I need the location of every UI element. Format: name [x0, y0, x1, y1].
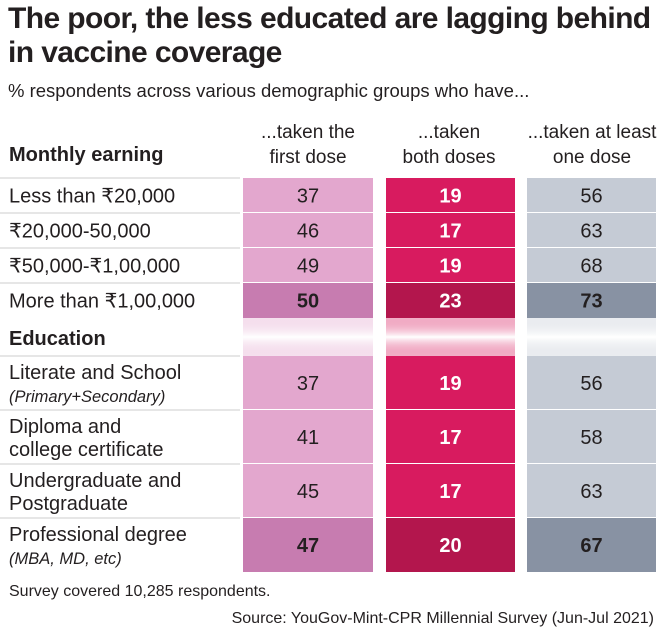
- row-label: Undergraduate and: [9, 470, 181, 492]
- cell-at-least-one-dose: [527, 410, 656, 464]
- data-label-first-dose: 41: [297, 427, 319, 449]
- row-label: ₹50,000-₹1,00,000: [9, 256, 180, 278]
- cell-at-least-one-dose: [527, 178, 656, 213]
- cell-at-least-one-dose: [527, 518, 656, 572]
- row-sublabel: (Primary+Secondary): [9, 388, 165, 406]
- section-spacer-both-doses: [386, 318, 515, 356]
- section-heading-monthly-earning: Monthly earning: [9, 144, 164, 166]
- data-label-first-dose: 49: [297, 256, 319, 278]
- cell-at-least-one-dose: [527, 248, 656, 283]
- column-header-at-least-one-dose-line2: one dose: [552, 147, 632, 168]
- data-label-first-dose: 37: [297, 373, 319, 395]
- row-sublabel: Postgraduate: [9, 493, 128, 515]
- cell-at-least-one-dose: [527, 464, 656, 518]
- cell-first-dose: [243, 283, 373, 318]
- data-label-both-doses: 17: [439, 221, 461, 243]
- data-label-both-doses: 17: [439, 481, 461, 503]
- cell-both-doses: [386, 464, 515, 518]
- chart-subtitle: % respondents across various demographic…: [8, 80, 530, 101]
- cell-both-doses: [386, 356, 515, 410]
- column-header-at-least-one-dose-line1: ...taken at least: [527, 122, 657, 143]
- data-label-both-doses: 19: [439, 256, 461, 278]
- cell-at-least-one-dose: [527, 283, 656, 318]
- cell-both-doses: [386, 410, 515, 464]
- data-label-first-dose: 50: [297, 291, 319, 313]
- cell-first-dose: [243, 464, 373, 518]
- data-label-at-least-one-dose: 73: [580, 291, 602, 313]
- cell-both-doses: [386, 178, 515, 213]
- data-label-both-doses: 23: [439, 291, 461, 313]
- data-label-both-doses: 20: [439, 535, 461, 557]
- column-header-first-dose-line2: first dose: [269, 147, 347, 168]
- row-label: Literate and School: [9, 362, 181, 384]
- data-label-at-least-one-dose: 58: [580, 427, 602, 449]
- chart-title: The poor, the less educated are lagging …: [8, 2, 651, 69]
- data-label-at-least-one-dose: 67: [580, 535, 602, 557]
- column-header-first-dose: ...taken the first dose: [243, 120, 373, 174]
- row-label: More than ₹1,00,000: [9, 291, 195, 313]
- cell-first-dose: [243, 213, 373, 248]
- cell-both-doses: [386, 518, 515, 572]
- data-label-both-doses: 19: [439, 373, 461, 395]
- section-heading-education: Education: [9, 328, 106, 350]
- data-label-at-least-one-dose: 56: [580, 186, 602, 208]
- data-label-at-least-one-dose: 56: [580, 373, 602, 395]
- data-label-first-dose: 37: [297, 186, 319, 208]
- row-label: ₹20,000-50,000: [9, 221, 151, 243]
- column-header-both-doses-line2: both doses: [402, 147, 496, 168]
- data-label-first-dose: 45: [297, 481, 319, 503]
- cell-at-least-one-dose: [527, 356, 656, 410]
- cell-both-doses: [386, 248, 515, 283]
- cell-at-least-one-dose: [527, 213, 656, 248]
- source-credit: Source: YouGov-Mint-CPR Millennial Surve…: [231, 610, 654, 627]
- row-label: Professional degree: [9, 524, 187, 546]
- data-label-at-least-one-dose: 63: [580, 481, 602, 503]
- vaccine-coverage-table: Less than ₹20,000 37 19 56 ₹20,000-50,000 46 1…: [0, 177, 656, 572]
- row-sublabel: college certificate: [9, 439, 164, 461]
- data-label-first-dose: 47: [297, 535, 319, 557]
- cell-first-dose: [243, 356, 373, 410]
- survey-note: Survey covered 10,285 respondents.: [9, 583, 271, 600]
- row-sublabel: (MBA, MD, etc): [9, 550, 122, 568]
- data-label-both-doses: 17: [439, 427, 461, 449]
- row-label: Diploma and: [9, 416, 121, 438]
- column-header-at-least-one-dose: ...taken at least one dose: [522, 120, 662, 174]
- cell-first-dose: [243, 248, 373, 283]
- cell-first-dose: [243, 410, 373, 464]
- section-spacer-first-dose: [243, 318, 373, 356]
- column-header-both-doses-line1: ...taken: [417, 122, 481, 143]
- section-spacer-at-least-one-dose: [527, 318, 656, 356]
- data-label-first-dose: 46: [297, 221, 319, 243]
- cell-first-dose: [243, 518, 373, 572]
- data-label-both-doses: 19: [439, 186, 461, 208]
- cell-both-doses: [386, 283, 515, 318]
- data-label-at-least-one-dose: 63: [580, 221, 602, 243]
- cell-first-dose: [243, 178, 373, 213]
- row-label: Less than ₹20,000: [9, 186, 175, 208]
- cell-both-doses: [386, 213, 515, 248]
- column-header-first-dose-line1: ...taken the: [260, 122, 355, 143]
- data-label-at-least-one-dose: 68: [580, 256, 602, 278]
- column-header-both-doses: ...taken both doses: [384, 120, 514, 174]
